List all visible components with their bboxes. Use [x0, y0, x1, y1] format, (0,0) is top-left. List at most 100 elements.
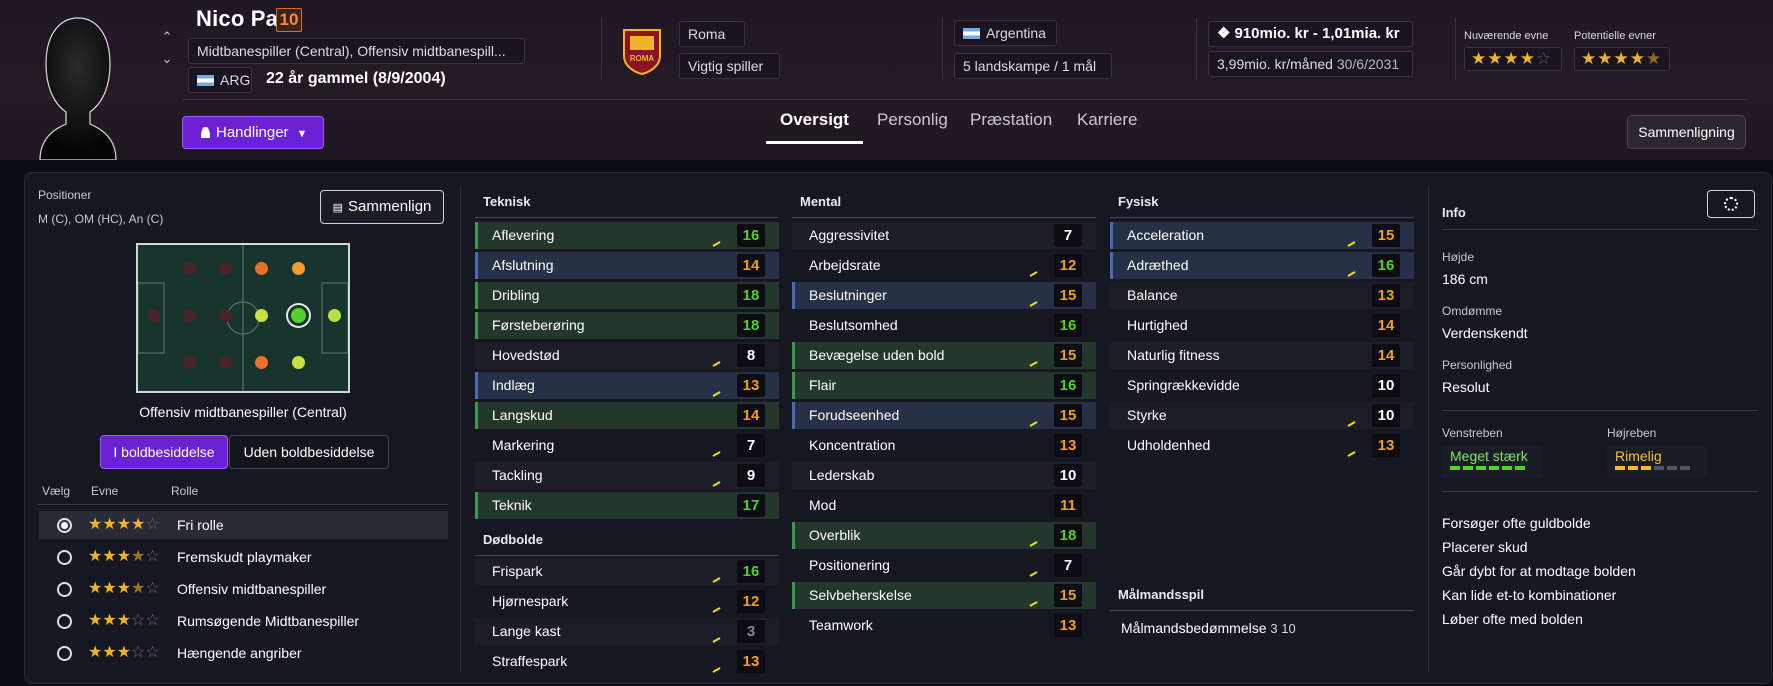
trend-arrow-icon — [712, 566, 726, 583]
role-radio[interactable] — [57, 614, 72, 629]
attribute-row[interactable]: Beslutsomhed 16 — [792, 312, 1096, 339]
attribute-row[interactable]: Tackling 9 — [475, 462, 779, 489]
attribute-row[interactable]: Hovedstød 8 — [475, 342, 779, 369]
previous-player-icon[interactable]: ⌃ — [161, 29, 173, 44]
divider — [1428, 186, 1429, 672]
attribute-row[interactable]: Markering 7 — [475, 432, 779, 459]
attribute-value: 13 — [1372, 284, 1400, 307]
comparison-button[interactable]: Sammenligning — [1627, 115, 1746, 149]
role-row[interactable]: ★★★☆☆ Hængende angriber — [39, 639, 448, 667]
attribute-name: Bevægelse uden bold — [809, 347, 945, 363]
attribute-row[interactable]: Førsteberøring 18 — [475, 312, 779, 339]
tab-career[interactable]: Karriere — [1077, 110, 1138, 129]
role-row[interactable]: ★★★★☆ Fremskudt playmaker — [39, 543, 448, 571]
role-radio[interactable] — [57, 646, 72, 661]
role-row[interactable]: ★★★★☆ Fri rolle — [39, 511, 448, 539]
attribute-value: 10 — [1372, 374, 1400, 397]
role-ability-stars: ★★★☆☆ — [88, 612, 160, 629]
attribute-row[interactable]: Lederskab 10 — [792, 462, 1096, 489]
attribute-row[interactable]: Overblik 18 — [792, 522, 1096, 549]
attribute-name: Styrke — [1127, 407, 1167, 423]
attribute-highlight — [1110, 252, 1113, 279]
attribute-row[interactable]: Afslutning 14 — [475, 252, 779, 279]
attribute-row[interactable]: Forudseenhed 15 — [792, 402, 1096, 429]
attribute-highlight — [475, 282, 478, 309]
attribute-value: 7 — [1054, 224, 1082, 247]
attribute-row[interactable]: Springrækkevidde 10 — [1110, 372, 1414, 399]
tab-performance[interactable]: Præstation — [970, 110, 1053, 129]
position-dot — [255, 262, 268, 275]
attribute-row[interactable]: Aggressivitet 7 — [792, 222, 1096, 249]
nation-chip[interactable]: Argentina — [954, 20, 1057, 46]
attribute-row[interactable]: Dribling 18 — [475, 282, 779, 309]
role-row[interactable]: ★★★★☆ Offensiv midtbanespiller — [39, 575, 448, 603]
role-radio[interactable] — [57, 518, 72, 533]
attribute-row[interactable]: Udholdenhed 13 — [1110, 432, 1414, 459]
attribute-row[interactable]: Bevægelse uden bold 15 — [792, 342, 1096, 369]
attribute-row[interactable]: Mod 11 — [792, 492, 1096, 519]
attribute-row[interactable]: Lange kast 3 — [475, 618, 779, 645]
tab-personal[interactable]: Personlig — [877, 110, 948, 129]
attribute-row[interactable]: Straffespark 13 — [475, 648, 779, 675]
attribute-row[interactable]: Hurtighed 14 — [1110, 312, 1414, 339]
attribute-row[interactable]: Arbejdsrate 12 — [792, 252, 1096, 279]
club-crest-icon[interactable]: ROMA — [620, 26, 664, 76]
trait-item: Går dybt for at modtage bolden — [1442, 563, 1636, 579]
attribute-row[interactable]: Styrke 10 — [1110, 402, 1414, 429]
attribute-row[interactable]: Indlæg 13 — [475, 372, 779, 399]
club-chip[interactable]: Roma — [679, 21, 745, 47]
attribute-row[interactable]: Flair 16 — [792, 372, 1096, 399]
goalkeeping-title: Målmandsspil — [1118, 587, 1204, 602]
in-possession-toggle[interactable]: I boldbesiddelse — [100, 435, 228, 469]
attribute-row[interactable]: Selvbeherskelse 15 — [792, 582, 1096, 609]
left-foot-bar — [1450, 466, 1542, 472]
trend-arrow-icon — [1029, 350, 1043, 367]
divider — [792, 217, 1096, 218]
attribute-value: 14 — [1372, 314, 1400, 337]
out-of-possession-toggle[interactable]: Uden boldbesiddelse — [229, 435, 389, 469]
attribute-row[interactable]: Positionering 7 — [792, 552, 1096, 579]
reputation-label: Omdømme — [1442, 304, 1502, 318]
trend-arrow-icon — [1029, 560, 1043, 577]
attribute-row[interactable]: Hjørnespark 12 — [475, 588, 779, 615]
attribute-name: Beslutsomhed — [809, 317, 898, 333]
gk-rating-value: 3 10 — [1270, 621, 1296, 636]
attribute-row[interactable]: Beslutninger 15 — [792, 282, 1096, 309]
attribute-row[interactable]: Teamwork 13 — [792, 612, 1096, 639]
attribute-highlight — [1110, 342, 1113, 369]
role-radio[interactable] — [57, 582, 72, 597]
position-dot — [292, 356, 305, 369]
attribute-row[interactable]: Frispark 16 — [475, 558, 779, 585]
active-tab-indicator — [766, 141, 863, 144]
attribute-value: 14 — [737, 254, 765, 277]
attribute-row[interactable]: Aflevering 16 — [475, 222, 779, 249]
role-name: Hængende angriber — [177, 645, 302, 661]
divider — [475, 555, 778, 556]
attribute-row[interactable]: Koncentration 13 — [792, 432, 1096, 459]
attribute-highlight — [792, 252, 795, 279]
next-player-icon[interactable]: ⌄ — [161, 51, 173, 66]
attribute-row[interactable]: Langskud 14 — [475, 402, 779, 429]
role-radio[interactable] — [57, 550, 72, 565]
personality-icon-button[interactable] — [1707, 190, 1755, 218]
attribute-row[interactable]: Adræthed 16 — [1110, 252, 1414, 279]
tab-overview[interactable]: Oversigt — [780, 110, 849, 129]
attribute-name: Hjørnespark — [492, 593, 569, 609]
col-role: Rolle — [171, 484, 199, 498]
compare-positions-button[interactable]: ▤ Sammenlign — [320, 190, 444, 224]
attribute-row[interactable]: Naturlig fitness 14 — [1110, 342, 1414, 369]
attribute-row[interactable]: Teknik 17 — [475, 492, 779, 519]
attribute-name: Koncentration — [809, 437, 896, 453]
position-dot — [219, 309, 232, 322]
actions-button[interactable]: Handlinger ▼ — [182, 116, 324, 149]
selected-position-dot[interactable] — [288, 305, 309, 326]
compare-label: Sammenlign — [348, 198, 432, 215]
attribute-name: Førsteberøring — [492, 317, 585, 333]
argentina-flag-icon — [197, 75, 214, 86]
role-ability-stars: ★★★☆☆ — [88, 644, 160, 661]
attribute-row[interactable]: Acceleration 15 — [1110, 222, 1414, 249]
attribute-row[interactable]: Balance 13 — [1110, 282, 1414, 309]
role-row[interactable]: ★★★☆☆ Rumsøgende Midtbanespiller — [39, 607, 448, 635]
position-dot — [183, 356, 196, 369]
divider — [1110, 610, 1414, 611]
